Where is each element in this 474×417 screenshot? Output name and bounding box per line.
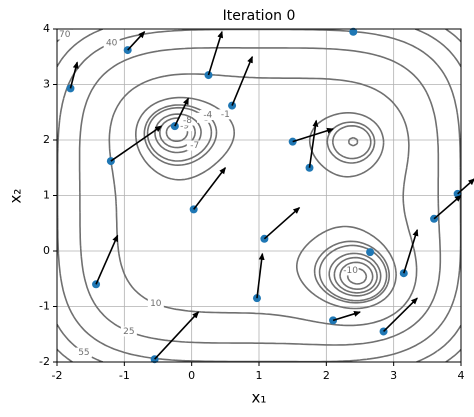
y-tick-label: 3	[43, 78, 50, 91]
contour-label-bg	[179, 115, 196, 126]
arrow	[69, 61, 79, 89]
x-tick-label: -1	[119, 369, 130, 382]
contour-label-bg	[199, 110, 216, 121]
y-tick-label: 4	[43, 22, 50, 35]
contour-label: 10	[150, 299, 162, 309]
arrow	[308, 119, 319, 168]
contour-label-bg	[147, 298, 164, 309]
contour-label-bg	[217, 109, 234, 120]
arrow	[110, 125, 163, 162]
point	[366, 248, 375, 257]
arrow	[256, 252, 265, 299]
y-tick-label: -2	[39, 355, 50, 368]
arrow	[383, 297, 418, 333]
contour-line	[146, 106, 388, 302]
arrow	[174, 97, 190, 127]
contour-label: -9	[180, 122, 189, 132]
axes-frame	[56, 28, 462, 363]
contour-line	[135, 96, 397, 310]
x-axis-label: x₁	[252, 389, 267, 407]
contour-label-bg	[186, 140, 203, 151]
contour-label: -1	[221, 110, 230, 120]
contour-label: 25	[123, 327, 134, 337]
arrow	[403, 228, 419, 274]
contour-label-bg	[176, 121, 193, 132]
contour-line	[78, 47, 442, 346]
contour-line	[57, 29, 461, 362]
arrow	[292, 127, 335, 143]
x-tick-label: -2	[52, 369, 63, 382]
arrow	[457, 178, 474, 195]
contour-label: -7	[190, 141, 199, 151]
arrow	[263, 207, 301, 240]
arrow	[193, 166, 226, 210]
arrow	[207, 30, 224, 76]
contour-label: -8	[183, 116, 192, 126]
contour-label: -10	[343, 266, 358, 276]
arrow	[127, 31, 146, 51]
contour-label-bg	[103, 37, 120, 48]
x-tick-label: 4	[458, 369, 465, 382]
chart-title: Iteration 0	[223, 8, 296, 24]
y-tick-label: -1	[39, 300, 50, 313]
x-tick-label: 0	[188, 369, 195, 382]
arrow	[332, 310, 361, 322]
x-tick-label: 1	[256, 369, 263, 382]
contour-label-bg	[342, 265, 359, 276]
y-tick-label: 2	[43, 133, 50, 146]
y-axis-label: x₂	[7, 189, 25, 204]
arrow	[154, 311, 200, 360]
contour-label-bg	[120, 326, 137, 337]
x-tick-label: 2	[323, 369, 330, 382]
arrow	[95, 234, 119, 285]
contour-label: 40	[106, 38, 118, 48]
arrow	[433, 194, 462, 220]
y-tick-label: 1	[43, 189, 50, 202]
contour-line	[165, 122, 374, 290]
contour-label-bg	[57, 29, 73, 40]
contour-label-bg	[75, 347, 92, 358]
contour-label: -4	[203, 111, 212, 121]
arrow	[231, 55, 254, 106]
contour-line	[143, 104, 390, 304]
x-tick-label: 3	[390, 369, 397, 382]
contour-label: 55	[78, 348, 89, 358]
point	[349, 27, 358, 36]
y-tick-label: 0	[43, 244, 50, 257]
contour-label: 70	[59, 30, 71, 40]
